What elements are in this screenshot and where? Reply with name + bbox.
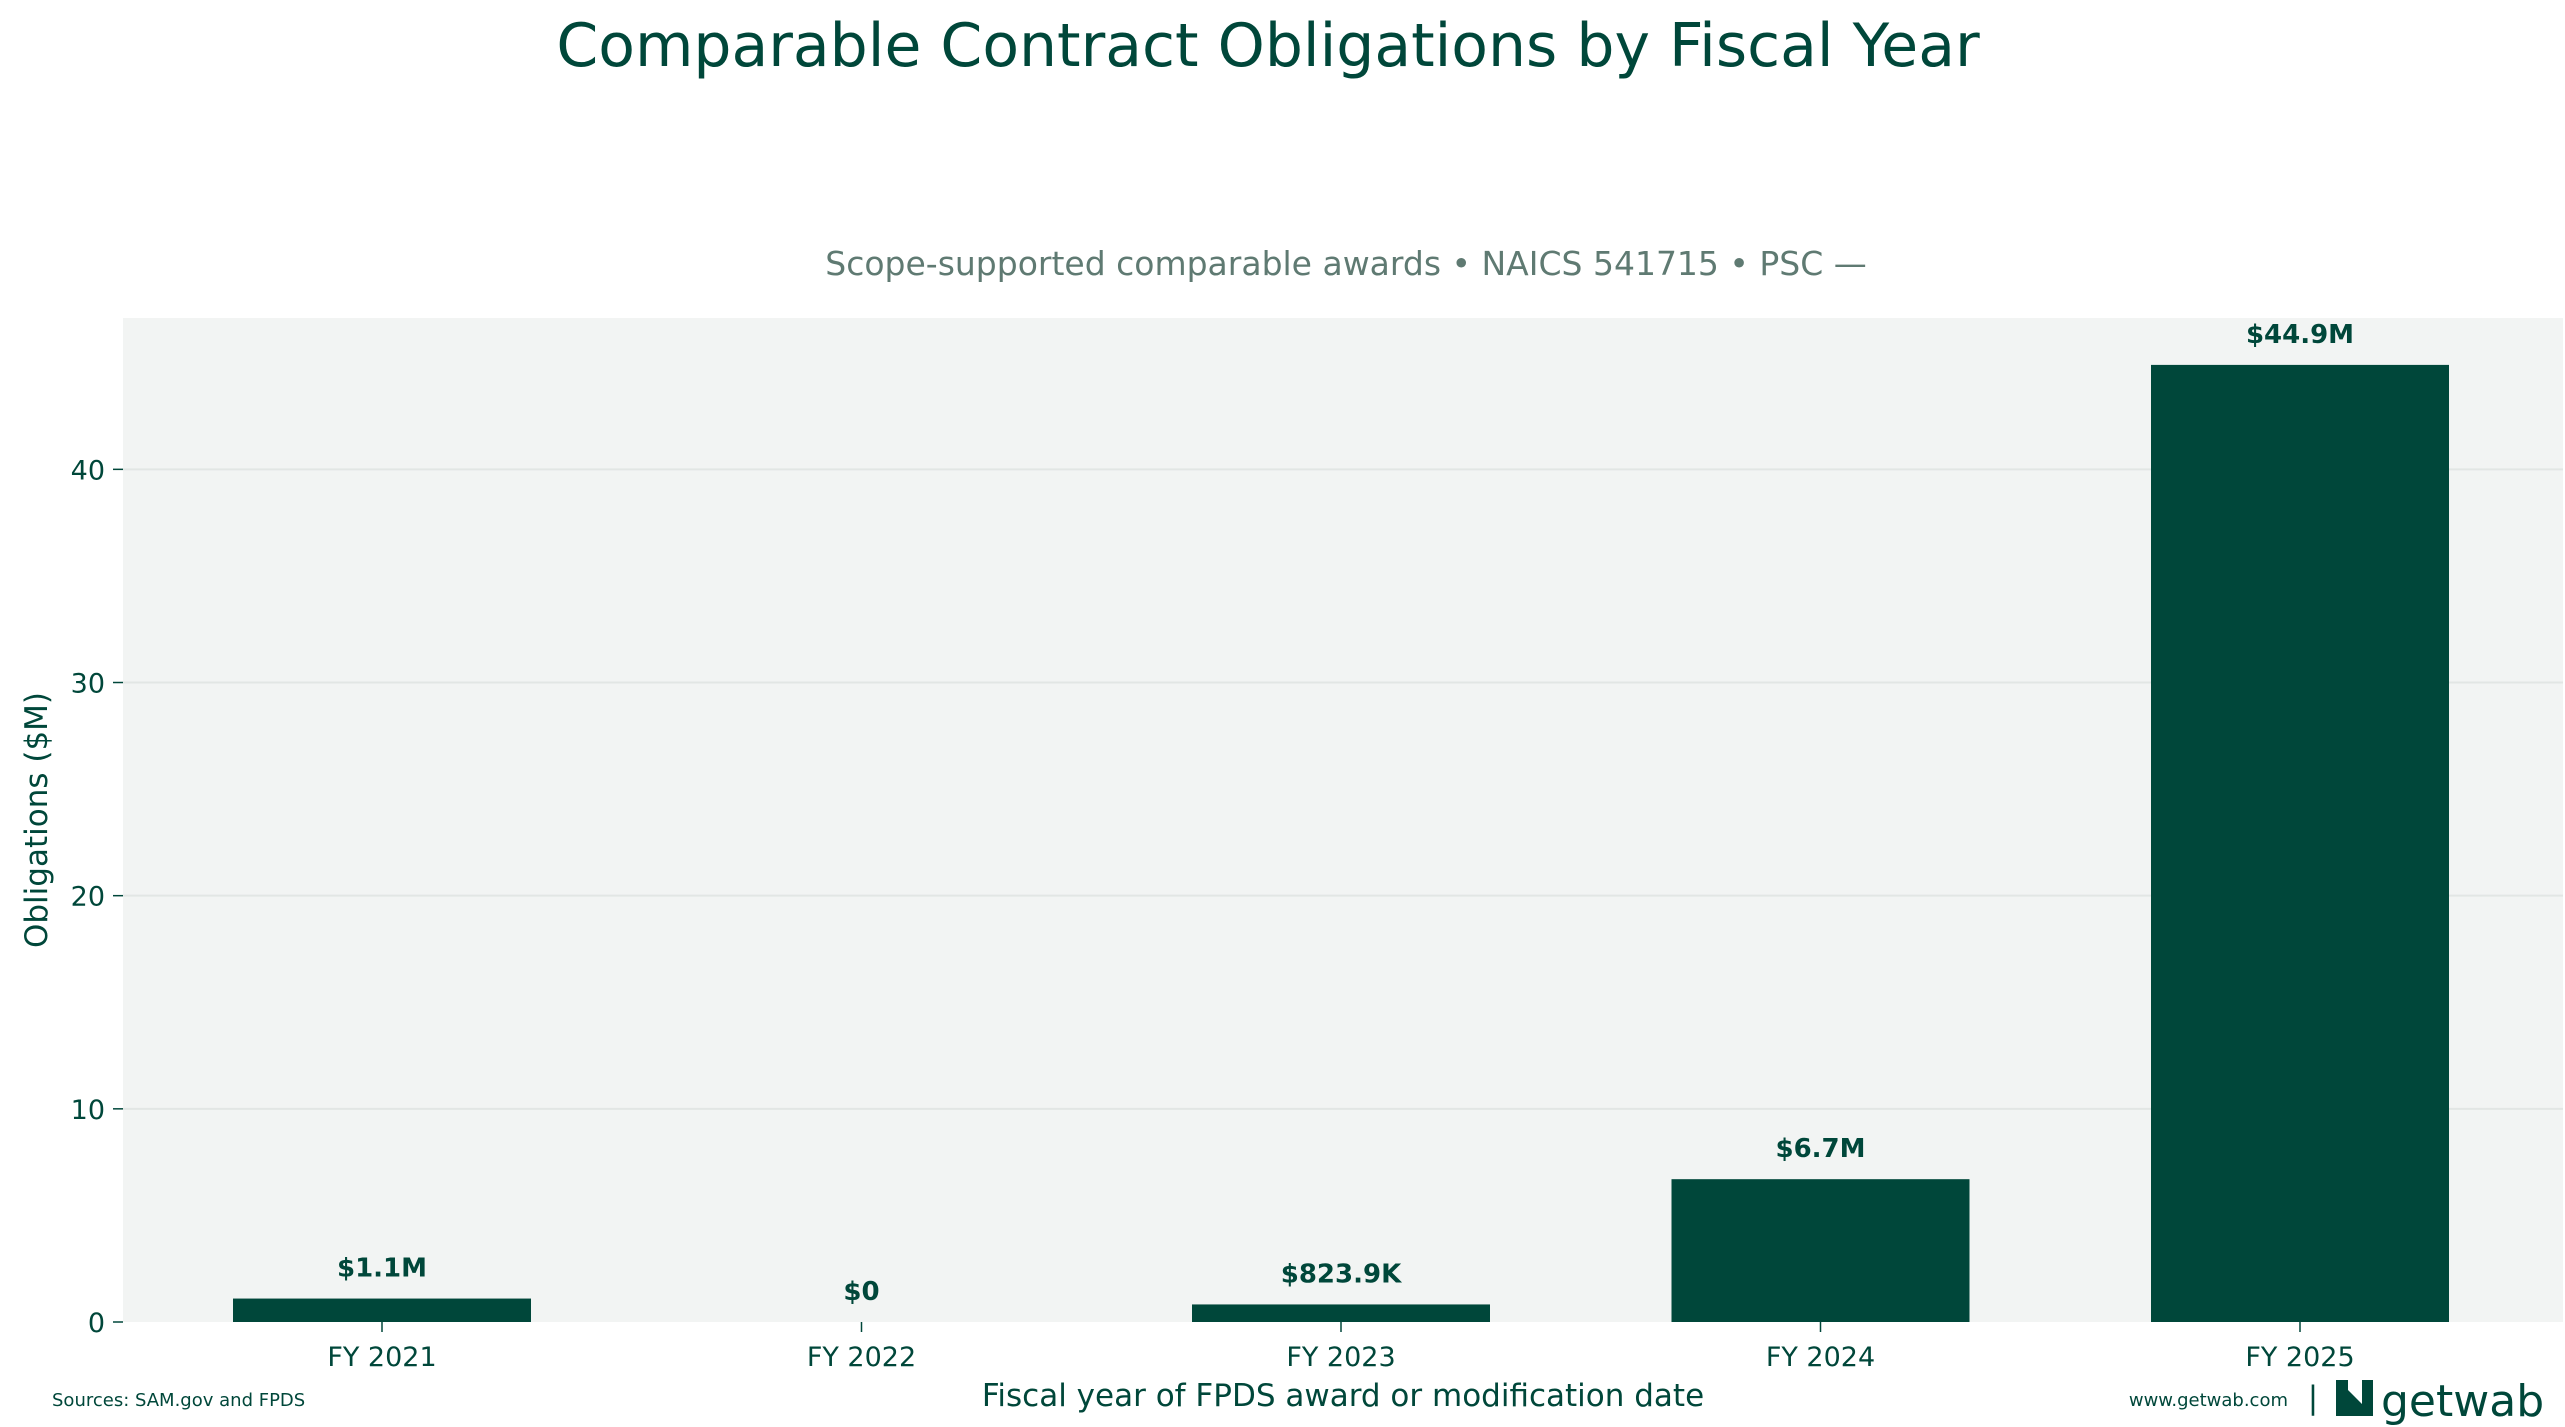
data-label: $44.9M [2246, 320, 2354, 350]
y-axis: 0 10 20 30 40 [71, 455, 123, 1339]
x-axis-label: Fiscal year of FPDS award or modificatio… [982, 1378, 1704, 1414]
bar-fy-2023 [1192, 1304, 1490, 1322]
data-label: $0 [843, 1277, 879, 1307]
x-tick-label: FY 2025 [2245, 1342, 2354, 1373]
y-tick-label: 10 [71, 1095, 105, 1126]
x-tick-label: FY 2023 [1286, 1342, 1395, 1373]
y-tick-label: 0 [88, 1308, 105, 1339]
x-tick-label: FY 2022 [807, 1342, 916, 1373]
y-tick-label: 20 [71, 882, 105, 913]
chart-title: Comparable Contract Obligations by Fisca… [556, 11, 1980, 81]
website-link[interactable]: www.getwab.com [2129, 1390, 2288, 1411]
brand-name: getwab [2381, 1376, 2544, 1427]
getwab-logo-icon [2336, 1380, 2373, 1416]
data-labels: $1.1M $0 $823.9K $6.7M $44.9M [337, 320, 2354, 1307]
data-label: $823.9K [1281, 1259, 1402, 1289]
bars [233, 364, 2449, 1322]
bar-fy-2025 [2151, 364, 2449, 1322]
x-tick-label: FY 2021 [327, 1342, 436, 1373]
y-axis-label: Obligations ($M) [19, 692, 55, 948]
chart-subtitle: Scope-supported comparable awards • NAIC… [825, 244, 1867, 283]
bar-fy-2021 [233, 1298, 531, 1322]
data-label: $1.1M [337, 1254, 427, 1284]
x-tick-label: FY 2024 [1766, 1342, 1875, 1373]
y-tick-label: 40 [71, 455, 105, 486]
bar-fy-2024 [1671, 1179, 1970, 1322]
source-note: Sources: SAM.gov and FPDS [52, 1390, 305, 1411]
y-tick-label: 30 [71, 669, 105, 700]
x-axis: FY 2021 FY 2022 FY 2023 FY 2024 FY 2025 [327, 1322, 2355, 1373]
footer-separator: | [2308, 1380, 2318, 1416]
data-label: $6.7M [1775, 1134, 1865, 1164]
